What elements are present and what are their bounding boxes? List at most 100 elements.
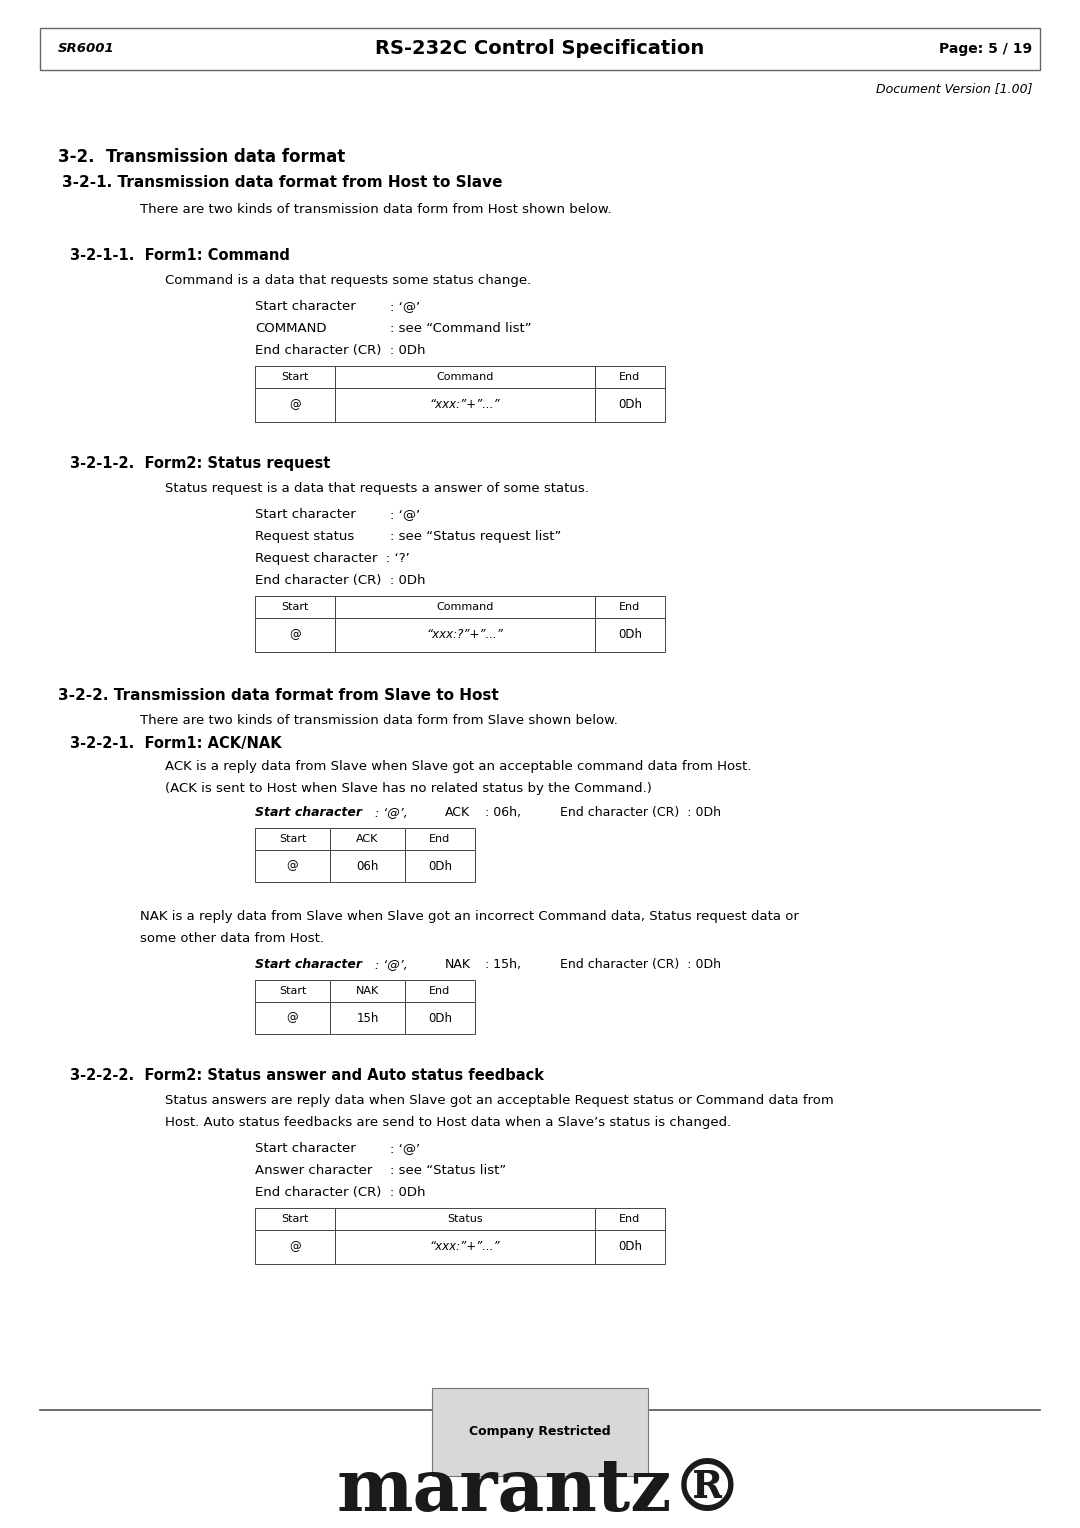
Text: 3-2-1-2.  Form2: Status request: 3-2-1-2. Form2: Status request bbox=[70, 455, 330, 471]
Bar bbox=[595, 1209, 665, 1230]
Text: 0Dh: 0Dh bbox=[618, 399, 642, 411]
Bar bbox=[595, 617, 665, 652]
Text: Page: 5 / 19: Page: 5 / 19 bbox=[939, 41, 1032, 57]
Bar bbox=[330, 979, 405, 1002]
Text: 0Dh: 0Dh bbox=[618, 628, 642, 642]
Bar bbox=[255, 367, 335, 388]
Text: End character (CR)  : 0Dh: End character (CR) : 0Dh bbox=[255, 575, 426, 587]
Text: ACK is a reply data from Slave when Slave got an acceptable command data from Ho: ACK is a reply data from Slave when Slav… bbox=[165, 759, 752, 773]
Text: : ‘@’: : ‘@’ bbox=[390, 299, 420, 313]
Text: Status request is a data that requests a answer of some status.: Status request is a data that requests a… bbox=[165, 481, 589, 495]
Text: End character (CR)  : 0Dh: End character (CR) : 0Dh bbox=[561, 958, 721, 970]
Bar bbox=[595, 1230, 665, 1264]
Text: @: @ bbox=[289, 628, 301, 642]
Bar bbox=[335, 596, 595, 617]
Text: 0Dh: 0Dh bbox=[428, 1012, 453, 1024]
Text: Start character: Start character bbox=[255, 805, 362, 819]
Text: some other data from Host.: some other data from Host. bbox=[140, 932, 324, 944]
Text: 3-2-2. Transmission data format from Slave to Host: 3-2-2. Transmission data format from Sla… bbox=[58, 688, 499, 703]
Bar bbox=[335, 617, 595, 652]
Text: : 15h,: : 15h, bbox=[485, 958, 521, 970]
Bar bbox=[405, 1002, 475, 1034]
Bar bbox=[255, 1230, 335, 1264]
Text: Answer character: Answer character bbox=[255, 1164, 373, 1177]
Text: Command is a data that requests some status change.: Command is a data that requests some sta… bbox=[165, 274, 531, 287]
Bar bbox=[255, 979, 330, 1002]
Text: Request status: Request status bbox=[255, 530, 354, 542]
Text: “xxx:”+”...”: “xxx:”+”...” bbox=[430, 1241, 500, 1253]
Text: Start character: Start character bbox=[255, 299, 355, 313]
Text: @: @ bbox=[289, 1241, 301, 1253]
Text: End: End bbox=[430, 834, 450, 843]
Text: End: End bbox=[619, 602, 640, 613]
Bar bbox=[255, 1002, 330, 1034]
Text: : ‘@’,: : ‘@’, bbox=[375, 958, 408, 970]
Text: : see “Status request list”: : see “Status request list” bbox=[390, 530, 562, 542]
Text: Start: Start bbox=[279, 834, 307, 843]
Bar bbox=[335, 388, 595, 422]
Text: There are two kinds of transmission data form from Slave shown below.: There are two kinds of transmission data… bbox=[140, 714, 618, 727]
Bar bbox=[405, 850, 475, 882]
Text: End: End bbox=[430, 986, 450, 996]
Bar bbox=[595, 596, 665, 617]
Text: Command: Command bbox=[436, 602, 494, 613]
Text: NAK: NAK bbox=[445, 958, 471, 970]
Text: There are two kinds of transmission data form from Host shown below.: There are two kinds of transmission data… bbox=[140, 203, 611, 215]
Bar bbox=[255, 828, 330, 850]
Bar bbox=[330, 850, 405, 882]
Text: End: End bbox=[619, 371, 640, 382]
Text: 3-2-1. Transmission data format from Host to Slave: 3-2-1. Transmission data format from Hos… bbox=[62, 176, 502, 189]
Text: 15h: 15h bbox=[356, 1012, 379, 1024]
Text: 0Dh: 0Dh bbox=[618, 1241, 642, 1253]
Text: COMMAND: COMMAND bbox=[255, 322, 326, 335]
Text: 3-2.  Transmission data format: 3-2. Transmission data format bbox=[58, 148, 346, 167]
Text: Start: Start bbox=[281, 371, 309, 382]
Text: ACK: ACK bbox=[445, 805, 470, 819]
Bar bbox=[330, 1002, 405, 1034]
Text: Start character: Start character bbox=[255, 958, 362, 970]
Bar bbox=[255, 850, 330, 882]
Text: End character (CR)  : 0Dh: End character (CR) : 0Dh bbox=[255, 344, 426, 358]
Text: NAK is a reply data from Slave when Slave got an incorrect Command data, Status : NAK is a reply data from Slave when Slav… bbox=[140, 911, 799, 923]
Text: 0Dh: 0Dh bbox=[428, 859, 453, 872]
Bar bbox=[335, 1230, 595, 1264]
Text: ACK: ACK bbox=[356, 834, 379, 843]
Text: End character (CR)  : 0Dh: End character (CR) : 0Dh bbox=[255, 1186, 426, 1199]
Bar bbox=[255, 617, 335, 652]
Text: 06h: 06h bbox=[356, 859, 379, 872]
Bar bbox=[255, 596, 335, 617]
Bar bbox=[255, 388, 335, 422]
Text: Request character  : ‘?’: Request character : ‘?’ bbox=[255, 552, 409, 565]
Bar bbox=[335, 1209, 595, 1230]
Text: 3-2-2-1.  Form1: ACK/NAK: 3-2-2-1. Form1: ACK/NAK bbox=[70, 736, 282, 750]
Text: “xxx:”+”...”: “xxx:”+”...” bbox=[430, 399, 500, 411]
Text: Status: Status bbox=[447, 1215, 483, 1224]
Text: @: @ bbox=[286, 859, 298, 872]
Text: SR6001: SR6001 bbox=[58, 43, 114, 55]
Bar bbox=[255, 1209, 335, 1230]
Bar bbox=[405, 828, 475, 850]
Text: Command: Command bbox=[436, 371, 494, 382]
Text: : 06h,: : 06h, bbox=[485, 805, 521, 819]
Text: : ‘@’,: : ‘@’, bbox=[375, 805, 408, 819]
Text: Start: Start bbox=[281, 1215, 309, 1224]
Text: 3-2-2-2.  Form2: Status answer and Auto status feedback: 3-2-2-2. Form2: Status answer and Auto s… bbox=[70, 1068, 544, 1083]
Text: : see “Status list”: : see “Status list” bbox=[390, 1164, 507, 1177]
Text: : see “Command list”: : see “Command list” bbox=[390, 322, 531, 335]
Text: “xxx:?”+”...”: “xxx:?”+”...” bbox=[427, 628, 503, 642]
Text: @: @ bbox=[289, 399, 301, 411]
Text: Start character: Start character bbox=[255, 507, 355, 521]
Bar bbox=[40, 28, 1040, 70]
Text: Status answers are reply data when Slave got an acceptable Request status or Com: Status answers are reply data when Slave… bbox=[165, 1094, 834, 1106]
Text: Start: Start bbox=[279, 986, 307, 996]
Text: : ‘@’: : ‘@’ bbox=[390, 507, 420, 521]
Text: Start character: Start character bbox=[255, 1141, 355, 1155]
Bar bbox=[330, 828, 405, 850]
Text: Host. Auto status feedbacks are send to Host data when a Slave’s status is chang: Host. Auto status feedbacks are send to … bbox=[165, 1115, 731, 1129]
Text: 3-2-1-1.  Form1: Command: 3-2-1-1. Form1: Command bbox=[70, 248, 289, 263]
Bar bbox=[595, 367, 665, 388]
Text: (ACK is sent to Host when Slave has no related status by the Command.): (ACK is sent to Host when Slave has no r… bbox=[165, 782, 652, 795]
Text: RS-232C Control Specification: RS-232C Control Specification bbox=[376, 40, 704, 58]
Bar bbox=[595, 388, 665, 422]
Text: End: End bbox=[619, 1215, 640, 1224]
